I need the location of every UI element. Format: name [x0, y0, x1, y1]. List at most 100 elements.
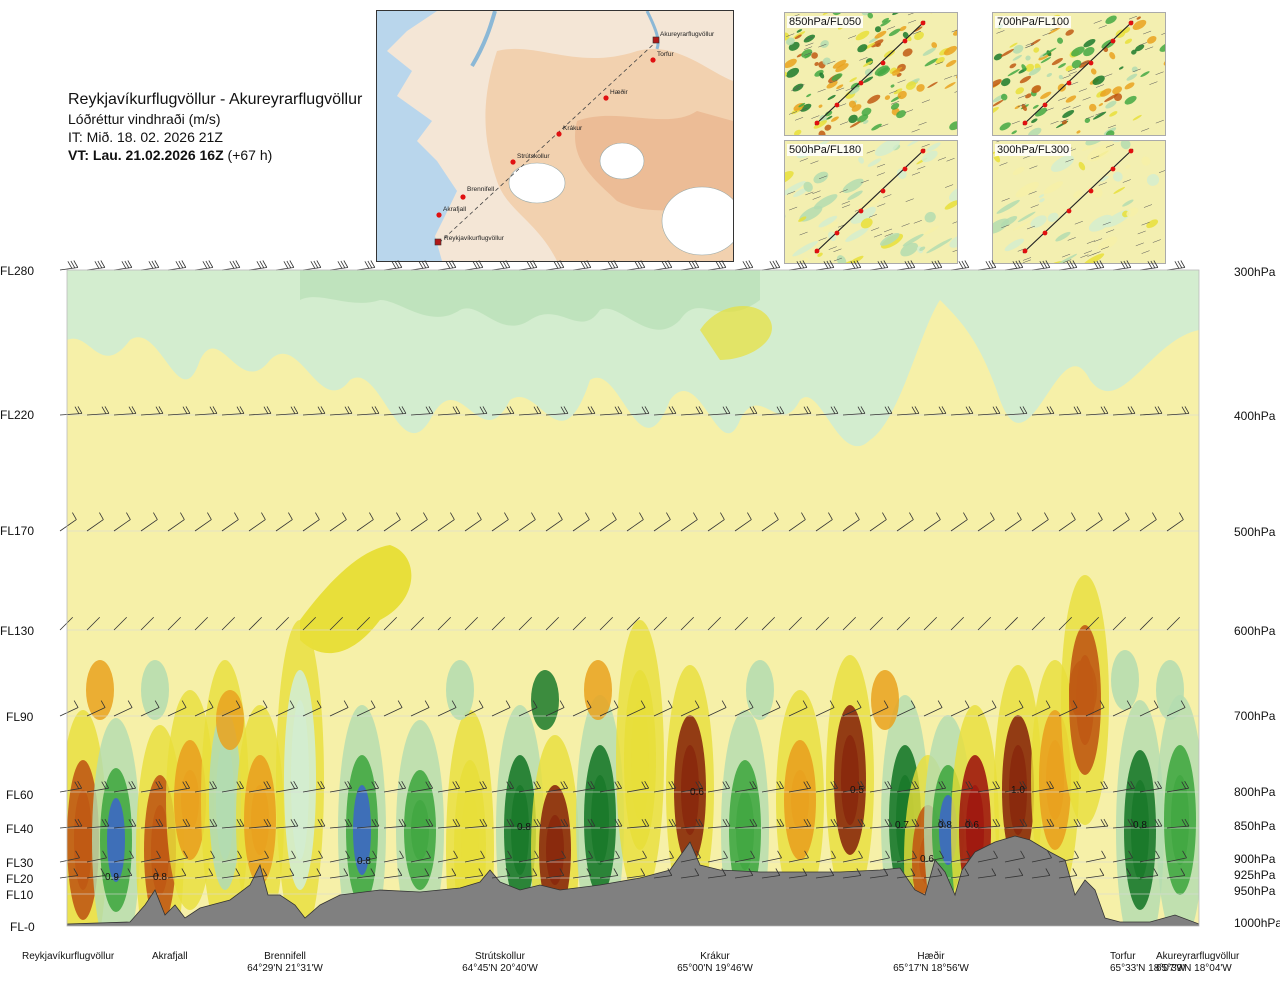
inset-wind-barb — [1137, 230, 1146, 235]
inset-wind-barb — [1141, 221, 1150, 226]
wind-barb — [626, 413, 649, 416]
inset-field-blob — [1001, 78, 1011, 87]
mid-up-plume — [300, 545, 412, 654]
glacier-hofsjokull — [599, 142, 645, 180]
inset-field-blob — [785, 58, 797, 68]
inset-wind-barb — [1092, 251, 1101, 255]
wind-barb — [788, 413, 811, 416]
hpa-label: 600hPa — [1234, 624, 1276, 638]
waypoint-label: Brennifell 64°29'N 21°31'W — [230, 951, 340, 975]
wind-barb-feather — [1103, 406, 1109, 414]
inset-waypoint — [1042, 102, 1048, 108]
valid-time-offset: (+67 h) — [227, 147, 273, 163]
wind-barb — [437, 857, 458, 863]
wind-barb — [194, 616, 209, 631]
wind-barb-feather — [964, 700, 970, 708]
wind-barb-feather — [958, 261, 964, 269]
inset-field-blob — [945, 59, 957, 67]
inset-field-blob — [1109, 111, 1118, 117]
wind-barb — [815, 787, 838, 793]
inset-field-blob — [944, 200, 957, 210]
waypoint-name: Brennifell — [264, 951, 306, 962]
inset-field-blob — [888, 28, 901, 37]
wind-barb — [275, 825, 298, 829]
wind-barb-feather — [1071, 512, 1076, 520]
wind-barb — [113, 413, 136, 416]
wind-barb — [1139, 616, 1154, 631]
inset-wind-barb — [1132, 68, 1141, 73]
cell-value-label: 0.7 — [895, 820, 909, 831]
wind-barb — [761, 857, 782, 863]
map-waypoint-label: Reykjavíkurflugvöllur — [444, 235, 505, 242]
wind-barb-feather — [337, 261, 343, 269]
wind-barb-feather — [698, 780, 704, 789]
wind-barb — [572, 787, 595, 793]
inset-field-blob — [993, 99, 1004, 107]
inset-wind-barb — [1042, 32, 1051, 36]
inset-wind-barb — [883, 194, 892, 198]
inset-wind-barb — [1122, 179, 1131, 183]
wave-core — [411, 800, 429, 860]
inset-wind-barb — [1106, 229, 1115, 233]
wind-barb-feather — [452, 781, 458, 789]
inset-wind-barb — [818, 43, 827, 48]
wind-barb-feather — [1157, 780, 1163, 789]
inset-wind-barb — [1104, 73, 1113, 78]
route-map-waypoints: Reykjavíkurflugvöllur Akrafjall Brennifell… — [434, 31, 715, 246]
wind-barb — [302, 825, 325, 829]
inset-wind-barb — [811, 115, 820, 119]
wave-core — [353, 785, 371, 875]
wind-barb — [86, 616, 101, 631]
wind-barb-feather — [912, 850, 917, 859]
wind-barb — [275, 519, 293, 532]
wind-barb — [248, 787, 271, 793]
map-waypoint-label: Hæðir — [610, 88, 629, 96]
wind-barb — [221, 787, 244, 793]
inset-wind-barb — [818, 175, 828, 180]
inset-field-blob — [847, 190, 863, 201]
wind-barb-feather — [344, 781, 350, 789]
wind-barb-feather — [749, 819, 755, 827]
wind-barb-feather — [1155, 850, 1160, 859]
wind-barb — [329, 825, 352, 829]
wind-barb — [734, 413, 757, 416]
wind-barb — [842, 825, 865, 829]
wind-barb-feather — [664, 260, 670, 269]
inset-field-blob — [1046, 72, 1053, 78]
wind-barb-feather — [856, 868, 862, 876]
wind-barb — [788, 825, 811, 829]
wind-barb-feather — [293, 818, 299, 827]
wind-barb — [545, 787, 568, 793]
inset-waypoint — [1066, 208, 1072, 214]
wind-barb-feather — [451, 868, 457, 876]
wind-barb — [626, 616, 641, 631]
inset-waypoint — [814, 248, 820, 254]
wave-column-upper — [871, 670, 899, 730]
wind-barb — [950, 413, 973, 416]
inset-field-blob — [858, 156, 865, 164]
inset-wind-barb — [1050, 120, 1059, 125]
wind-barb — [194, 707, 214, 717]
wind-barb-feather — [725, 780, 731, 789]
inset-wind-barb — [897, 79, 906, 84]
fl-label: FL30 — [6, 856, 34, 870]
wind-barb — [356, 519, 374, 532]
inset-field-blob — [819, 72, 825, 79]
wind-barb-feather — [318, 850, 323, 859]
wind-barb — [977, 413, 1000, 416]
inset-field-blob — [907, 141, 925, 147]
wind-barb — [113, 519, 131, 532]
wind-barb-feather — [831, 850, 836, 859]
hpa-label: 400hPa — [1234, 409, 1276, 423]
wind-barb-feather — [1076, 406, 1082, 414]
wind-barb-feather — [1099, 700, 1105, 708]
wind-barb — [491, 825, 514, 829]
inset-waypoint — [1088, 60, 1094, 66]
wind-barb-feather — [585, 512, 590, 520]
wind-barb-feather — [617, 818, 623, 827]
wind-barb — [680, 413, 703, 416]
inset-wind-barb — [1028, 191, 1037, 195]
wind-barb-feather — [317, 781, 323, 789]
inset-field-blob — [1062, 110, 1075, 119]
wind-barb — [302, 519, 320, 532]
